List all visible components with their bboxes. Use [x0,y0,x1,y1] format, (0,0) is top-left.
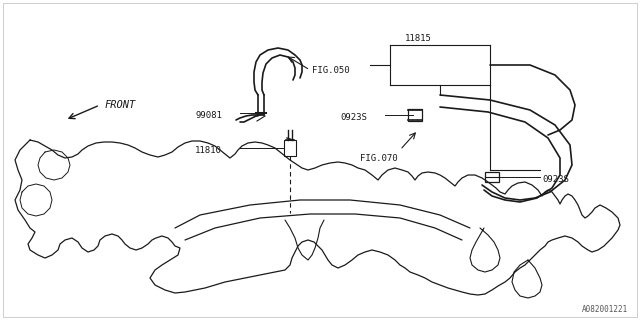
Text: 11815: 11815 [405,34,432,43]
Text: 99081: 99081 [195,110,222,119]
Bar [284,140,296,156]
Bar [485,172,499,182]
Text: FIG.070: FIG.070 [360,154,397,163]
Text: A082001221: A082001221 [582,305,628,314]
Text: 0923S: 0923S [340,113,367,122]
Text: FRONT: FRONT [105,100,136,110]
Text: FIG.050: FIG.050 [312,66,349,75]
Bar [408,109,422,121]
Text: 11810: 11810 [195,146,222,155]
Text: 0923S: 0923S [542,174,569,183]
